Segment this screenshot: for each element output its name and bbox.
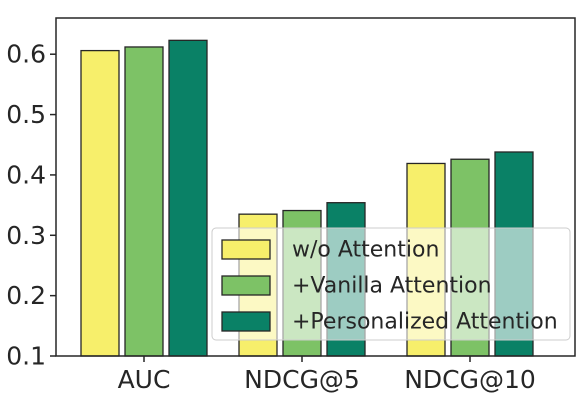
x-axis: AUC NDCG@5 NDCG@10 [118,356,536,394]
legend-swatch [221,275,271,296]
bar [168,39,208,357]
legend: w/o Attention +Vanilla Attention +Personal… [211,227,571,341]
x-tick-label: NDCG@10 [404,365,536,394]
y-tick-label: 0.6 [6,40,46,69]
legend-swatch [221,239,271,260]
legend-label: +Vanilla Attention [292,274,492,299]
legend-label: +Personalized Attention [292,310,558,335]
x-tick-label: NDCG@5 [244,365,360,394]
plot-frame [55,17,576,357]
legend-label: w/o Attention [292,238,439,263]
y-tick-label: 0.3 [6,221,46,250]
legend-swatch [221,311,271,332]
legend-box [211,227,571,341]
y-tick-label: 0.2 [6,281,46,310]
bar [80,49,120,357]
y-tick-label: 0.1 [6,342,46,371]
y-tick-label: 0.4 [6,160,46,189]
bar [124,46,164,357]
x-tick-label: AUC [118,365,171,394]
y-tick-label: 0.5 [6,100,46,129]
y-axis: 0.1 0.2 0.3 0.4 0.5 0.6 [6,40,56,371]
